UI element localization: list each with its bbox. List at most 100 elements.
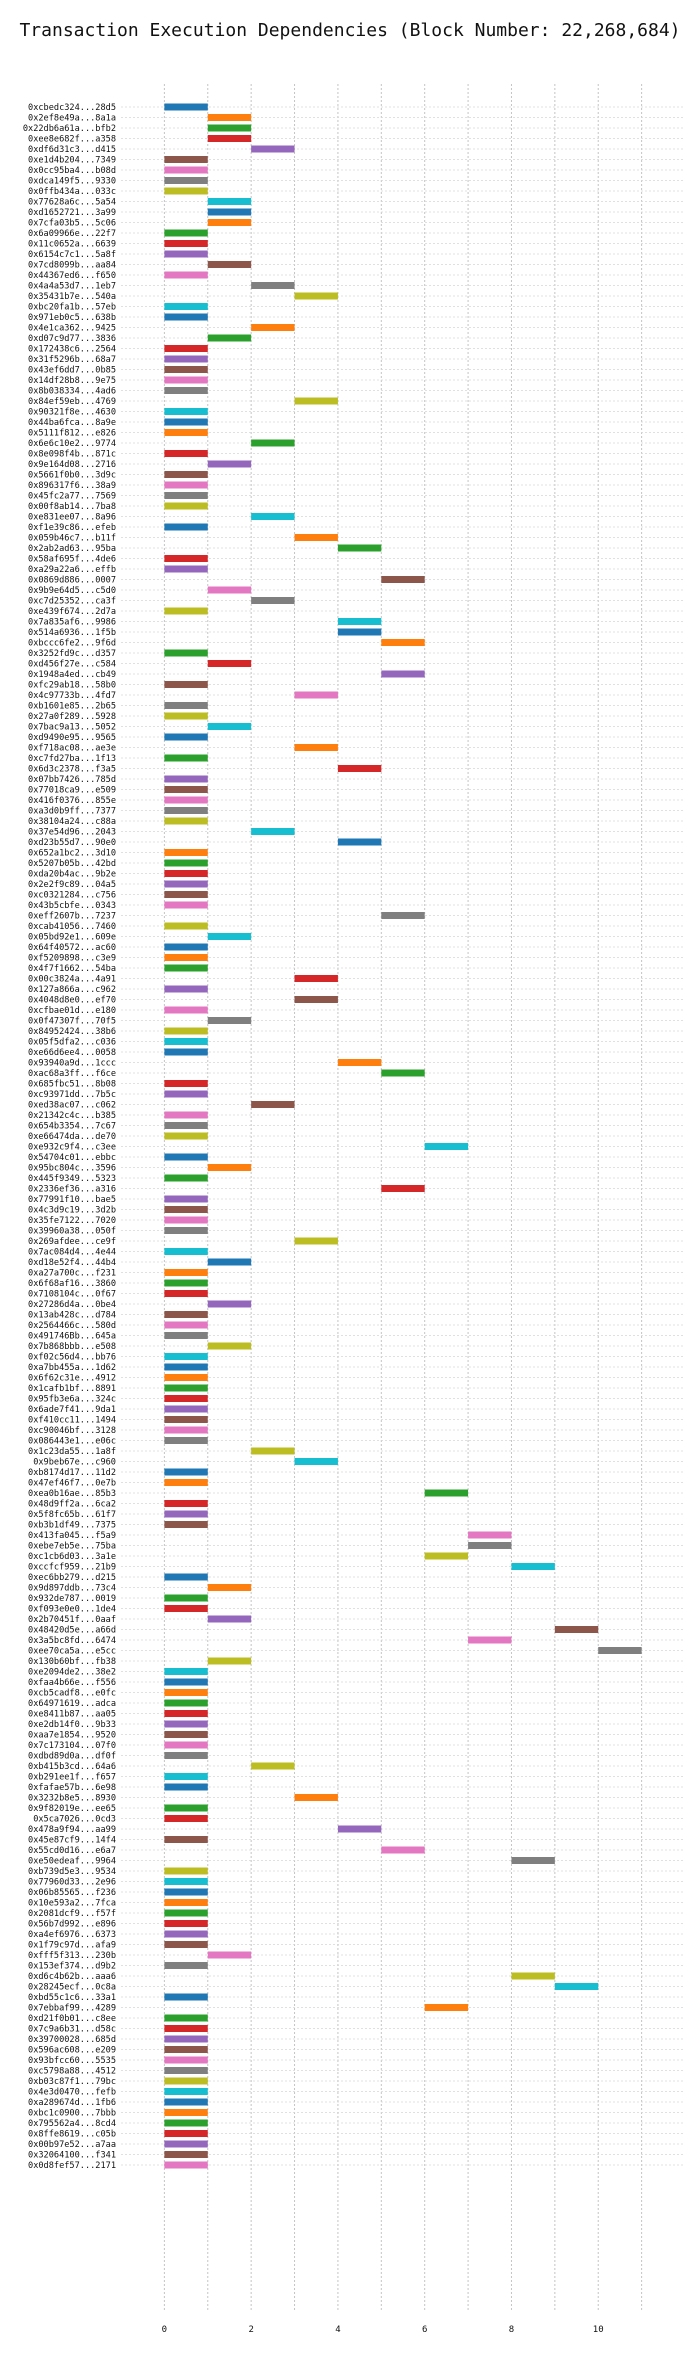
row-label: 0x795562a4...8cd4 (28, 2119, 116, 2129)
row-label: 0x13ab428c...d784 (28, 1311, 116, 1321)
task-bar (164, 1993, 208, 2001)
task-bar (164, 733, 208, 741)
row-label: 0x3a5bc8fd...6474 (28, 1636, 116, 1646)
task-bar (164, 2130, 208, 2137)
row-label: 0xf718ac08...ae3e (28, 744, 116, 754)
task-bar (511, 1563, 555, 1570)
task-bar (207, 135, 252, 142)
task-bar (511, 1857, 555, 1864)
task-bar (164, 1227, 208, 1234)
task-bar (164, 1321, 208, 1329)
task-bar (164, 429, 208, 436)
task-bar (164, 1920, 208, 1927)
task-bar (207, 1615, 252, 1623)
row-label: 0xe66d6ee4...0058 (28, 1048, 116, 1058)
task-bar (164, 1605, 208, 1612)
task-bar (251, 1762, 295, 1770)
task-bar (207, 586, 252, 594)
row-label: 0x00c3824a...4a91 (28, 975, 116, 985)
row-label: 0x7bac9a13...5052 (28, 723, 116, 733)
row-label: 0xb8174d17...11d2 (28, 1468, 116, 1478)
row-label: 0xf5209898...c3e9 (28, 954, 116, 964)
task-bar (164, 754, 208, 762)
task-bar (164, 2140, 208, 2148)
task-bar (164, 1899, 208, 1906)
task-bar (164, 1689, 208, 1696)
row-label: 0x6f62c31e...4912 (28, 1374, 116, 1384)
row-label: 0x685fbc51...8b08 (28, 1080, 116, 1090)
row-label: 0x44367ed6...f650 (28, 271, 116, 281)
task-bar (164, 775, 208, 783)
row-label: 0x7c173104...07f0 (28, 1741, 116, 1751)
row-label: 0x971eb0c5...638b (28, 313, 116, 323)
task-bar (554, 1626, 599, 1633)
task-bar (164, 103, 208, 111)
row-label: 0x2ef8e49a...8a1a (28, 114, 116, 124)
task-bar (164, 1038, 208, 1045)
task-bar (164, 1909, 208, 1917)
task-bar (207, 198, 252, 205)
row-label: 0x5111f812...e826 (28, 429, 116, 439)
task-bar (337, 1825, 382, 1833)
row-label: 0xfff5f313...230b (28, 1951, 116, 1961)
row-label: 0x27a0f289...5928 (28, 712, 116, 722)
row-label: 0x54704c01...ebbc (28, 1153, 116, 1163)
task-bar (164, 1395, 208, 1402)
task-bar (207, 261, 252, 268)
row-label: 0xe1d4b204...7349 (28, 156, 116, 166)
row-label: 0x32064100...f341 (28, 2151, 116, 2161)
task-bar (164, 1248, 208, 1255)
row-label: 0x2b70451f...0aaf (28, 1615, 116, 1625)
task-bar (381, 912, 425, 919)
task-bar (164, 2025, 208, 2032)
task-bar (164, 481, 208, 489)
row-label: 0xa27a700c...f231 (28, 1269, 116, 1279)
row-label: 0x95fb3e6a...324c (28, 1395, 116, 1405)
row-label: 0x35431b7e...540a (28, 292, 116, 302)
task-bar (164, 345, 208, 352)
task-bar (164, 1521, 208, 1528)
row-label: 0x9f82019e...ee65 (28, 1804, 116, 1814)
task-bar (164, 901, 208, 909)
task-bar (164, 1332, 208, 1339)
row-label: 0x416f0376...855e (28, 796, 116, 806)
row-label: 0x9b9e64d5...c5d0 (28, 586, 116, 596)
row-label: 0x269afdee...ce9f (28, 1237, 116, 1247)
row-label: 0xa3d0b9ff...7377 (28, 807, 116, 817)
row-label: 0xebe7eb5e...75ba (28, 1542, 116, 1552)
row-label: 0x2e2f9c89...04a5 (28, 880, 116, 890)
row-label: 0x0f47307f...70f5 (28, 1017, 116, 1027)
row-label: 0xd23b55d7...90e0 (28, 838, 116, 848)
row-label: 0xa4ef6976...6373 (28, 1930, 116, 1940)
row-label: 0x39960a38...050f (28, 1227, 116, 1237)
task-bar (207, 660, 252, 667)
row-label: 0x6e6c10e2...9774 (28, 439, 116, 449)
row-label: 0x84ef59eb...4769 (28, 397, 116, 407)
row-label: 0x47ef46f7...0e7b (28, 1479, 116, 1489)
row-label: 0xdbd89d0a...df0f (28, 1752, 116, 1762)
task-bar (164, 1510, 208, 1518)
row-label: 0xe2094de2...38e2 (28, 1668, 116, 1678)
task-bar (207, 1342, 252, 1350)
row-label: 0xcab41056...7460 (28, 922, 116, 932)
task-bar (294, 397, 338, 405)
row-label: 0x7ac084d4...4e44 (28, 1248, 116, 1258)
row-label: 0xb291ee1f...f657 (28, 1773, 116, 1783)
task-bar (164, 943, 208, 951)
task-bar (164, 649, 208, 657)
row-label: 0x4e3d0470...fefb (28, 2088, 116, 2098)
row-label: 0xd456f27e...c584 (28, 660, 116, 670)
task-bar (337, 1059, 382, 1066)
task-bar (164, 355, 208, 363)
row-label: 0xc5798a88...4512 (28, 2067, 116, 2077)
row-label: 0xd07c9d77...3836 (28, 334, 116, 344)
row-label: 0xccfcf959...21b9 (28, 1563, 116, 1573)
task-bar (164, 2056, 208, 2064)
task-bar (337, 765, 382, 772)
task-bar (424, 1143, 469, 1150)
task-bar (164, 712, 208, 720)
task-bar (164, 1290, 208, 1297)
row-label: 0x77991f10...bae5 (28, 1195, 116, 1205)
row-label: 0x21342c4c...b385 (28, 1111, 116, 1121)
